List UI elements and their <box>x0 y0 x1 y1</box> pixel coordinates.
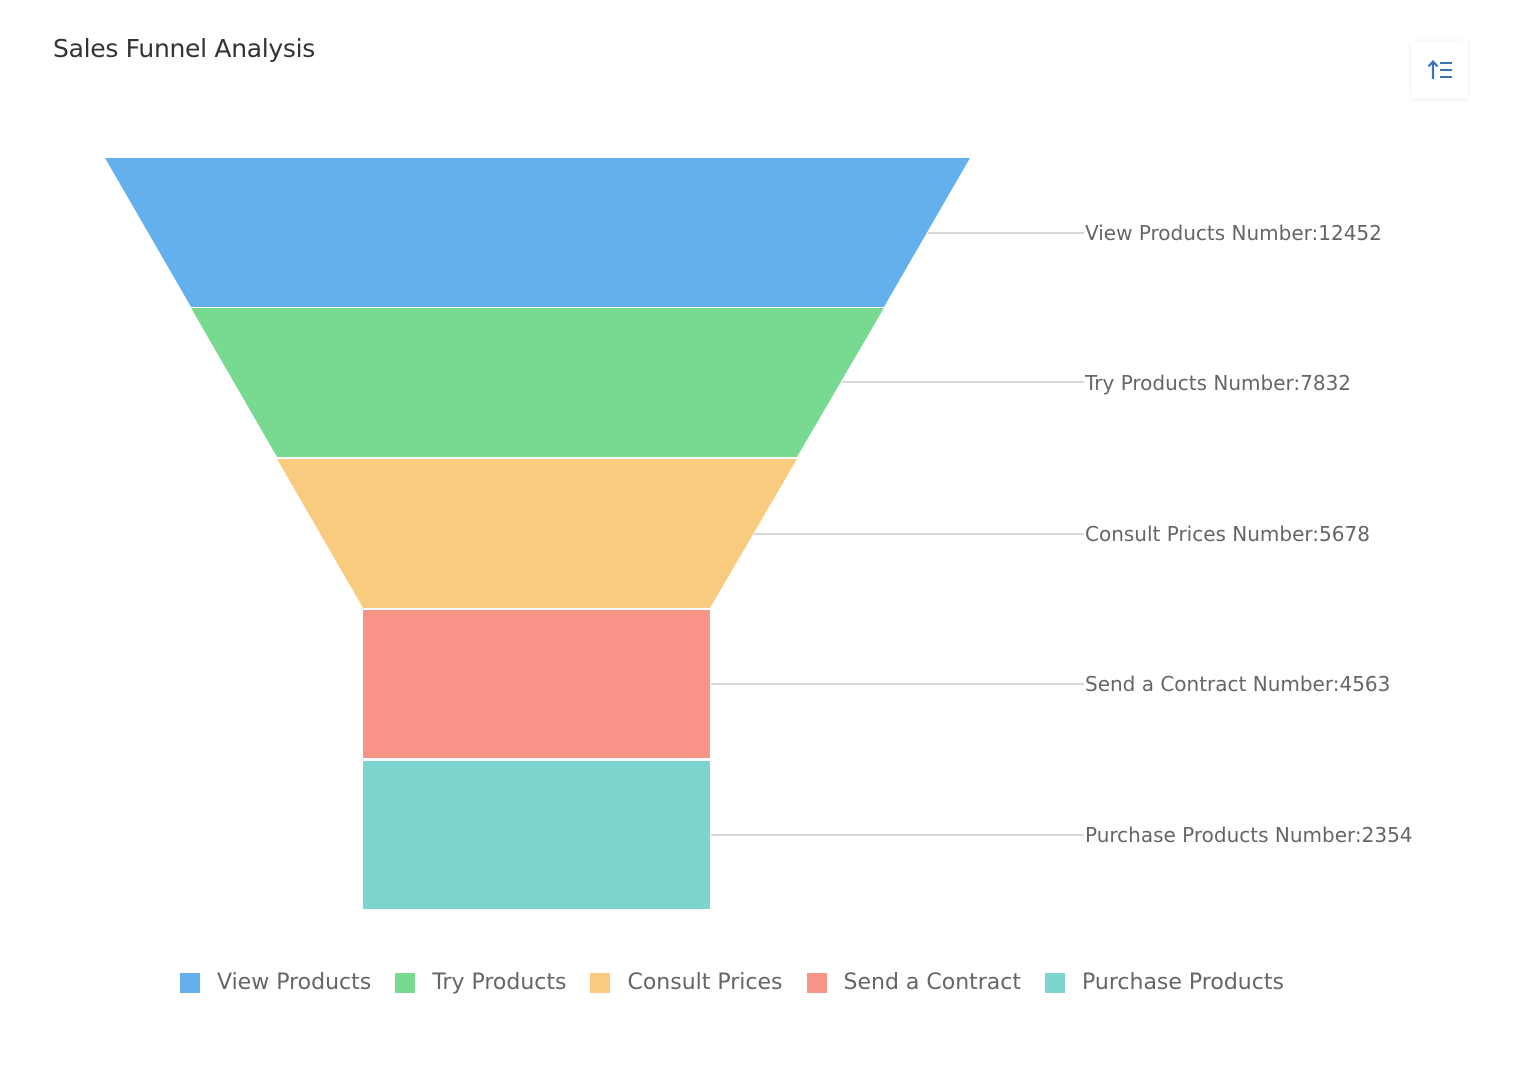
funnel-segment-purchase-products[interactable] <box>363 761 710 909</box>
legend-label: View Products <box>217 970 372 995</box>
legend-item-purchase-products[interactable]: Purchase Products <box>1045 970 1284 995</box>
sort-button[interactable] <box>1411 41 1468 98</box>
label-purchase-products: Purchase Products Number:2354 <box>1085 823 1413 847</box>
funnel-segment-try-products[interactable] <box>191 308 884 457</box>
legend-item-view-products[interactable]: View Products <box>180 970 371 995</box>
label-leader-lines <box>711 232 1084 836</box>
legend-swatch <box>180 972 200 993</box>
legend-swatch <box>1045 972 1066 993</box>
legend-label: Purchase Products <box>1082 970 1284 995</box>
chart-legend: View Products Try Products Consult Price… <box>180 970 1308 995</box>
legend-swatch <box>590 972 611 993</box>
legend-label: Send a Contract <box>843 970 1022 995</box>
funnel-segment-consult-prices[interactable] <box>277 459 797 608</box>
label-view-products: View Products Number:12452 <box>1085 221 1382 245</box>
legend-item-send-contract[interactable]: Send a Contract <box>806 970 1022 995</box>
funnel-labels: View Products Number:12452 Try Products … <box>1084 221 1413 847</box>
label-consult-prices: Consult Prices Number:5678 <box>1085 522 1370 546</box>
funnel-segments <box>105 158 970 909</box>
sort-ascending-list-icon <box>1427 59 1452 79</box>
legend-item-consult-prices[interactable]: Consult Prices <box>590 970 783 995</box>
label-send-contract: Send a Contract Number:4563 <box>1085 672 1390 696</box>
chart-title: Sales Funnel Analysis <box>53 34 316 63</box>
legend-label: Consult Prices <box>627 970 783 995</box>
funnel-segment-send-contract[interactable] <box>363 610 710 758</box>
label-try-products: Try Products Number:7832 <box>1084 371 1351 395</box>
legend-swatch <box>395 972 416 993</box>
legend-label: Try Products <box>432 970 567 995</box>
legend-item-try-products[interactable]: Try Products <box>395 970 566 995</box>
funnel-segment-view-products[interactable] <box>105 158 970 307</box>
legend-swatch <box>806 972 827 993</box>
